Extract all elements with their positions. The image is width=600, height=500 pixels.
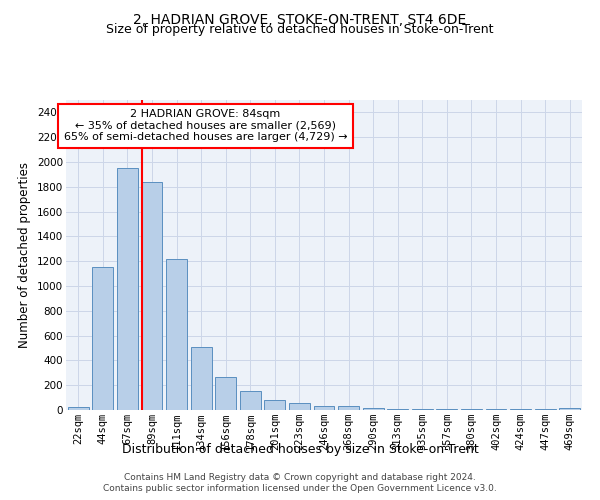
Bar — [559, 408, 580, 410]
Text: Contains HM Land Registry data © Crown copyright and database right 2024.: Contains HM Land Registry data © Crown c… — [124, 472, 476, 482]
Bar — [289, 403, 310, 410]
Bar — [412, 409, 433, 410]
Bar — [142, 182, 163, 410]
Bar — [362, 408, 383, 410]
Text: Contains public sector information licensed under the Open Government Licence v3: Contains public sector information licen… — [103, 484, 497, 493]
Text: 2, HADRIAN GROVE, STOKE-ON-TRENT, ST4 6DE: 2, HADRIAN GROVE, STOKE-ON-TRENT, ST4 6D… — [133, 12, 467, 26]
Bar — [387, 409, 408, 410]
Text: Size of property relative to detached houses in Stoke-on-Trent: Size of property relative to detached ho… — [106, 22, 494, 36]
Bar — [191, 347, 212, 410]
Text: 2 HADRIAN GROVE: 84sqm
← 35% of detached houses are smaller (2,569)
65% of semi-: 2 HADRIAN GROVE: 84sqm ← 35% of detached… — [64, 110, 347, 142]
Bar — [314, 406, 334, 410]
Bar — [166, 258, 187, 410]
Bar — [215, 377, 236, 410]
Y-axis label: Number of detached properties: Number of detached properties — [19, 162, 31, 348]
Bar — [436, 409, 457, 410]
Bar — [68, 407, 89, 410]
Bar — [461, 409, 482, 410]
Bar — [338, 406, 359, 410]
Bar — [92, 267, 113, 410]
Bar — [265, 400, 286, 410]
Text: Distribution of detached houses by size in Stoke-on-Trent: Distribution of detached houses by size … — [122, 442, 478, 456]
Bar — [240, 391, 261, 410]
Bar — [117, 168, 138, 410]
